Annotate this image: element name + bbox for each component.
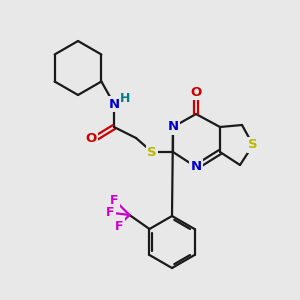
Text: O: O bbox=[85, 131, 97, 145]
Text: S: S bbox=[147, 146, 157, 158]
Text: N: N bbox=[190, 160, 202, 173]
Text: N: N bbox=[108, 98, 120, 110]
Text: H: H bbox=[120, 92, 130, 104]
Text: F: F bbox=[110, 194, 119, 206]
Text: F: F bbox=[106, 206, 115, 220]
Text: O: O bbox=[190, 85, 202, 98]
Text: N: N bbox=[167, 121, 178, 134]
Text: S: S bbox=[248, 139, 258, 152]
Text: F: F bbox=[115, 220, 124, 232]
